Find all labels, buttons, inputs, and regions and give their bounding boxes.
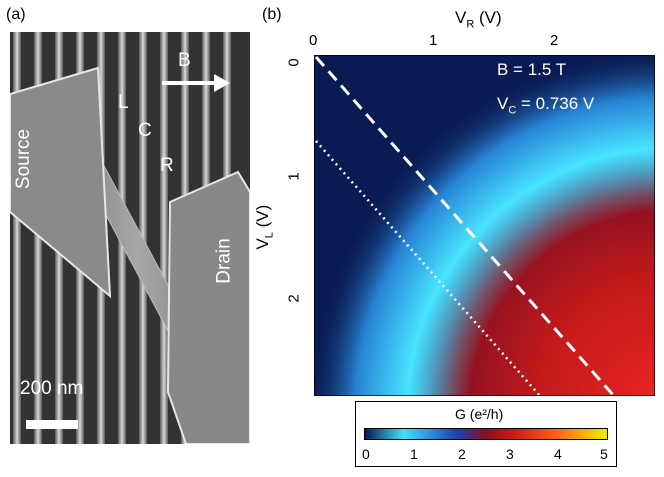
colorbar <box>364 428 608 440</box>
colorbar-title: G (e²/h) <box>455 406 504 422</box>
source-contact <box>10 66 112 299</box>
heatmap-plot <box>314 55 655 396</box>
x-tick-label: 0 <box>309 32 318 49</box>
colorbar-frame <box>355 401 617 467</box>
colorbar-tick-label: 1 <box>410 446 418 462</box>
left-gate-label: L <box>118 92 129 113</box>
dotted-guide-line <box>315 140 541 396</box>
sem-image <box>10 32 250 444</box>
y-tick-label: 1 <box>285 172 303 181</box>
y-tick-label: 2 <box>285 294 303 303</box>
heatmap <box>314 55 655 396</box>
drain-label: Drain <box>213 238 235 284</box>
x-axis-title: VR (V) <box>455 8 502 31</box>
field-value-annotation: B = 1.5 T <box>497 60 567 79</box>
scale-bar <box>26 420 78 429</box>
panel-a-label: (a) <box>6 6 26 23</box>
y-axis-title: VL (V) <box>253 204 276 250</box>
x-tick-label: 2 <box>550 32 559 49</box>
colorbar-tick-label: 2 <box>458 446 466 462</box>
source-label: Source <box>13 128 35 190</box>
drain-contact <box>166 170 250 444</box>
scale-bar-label: 200 nm <box>20 378 84 399</box>
field-arrow <box>162 74 230 92</box>
sem-micrograph <box>10 32 250 444</box>
y-tick-label: 0 <box>285 58 303 67</box>
vc-annotation: VC = 0.736 V <box>497 94 595 117</box>
colorbar-tick-label: 0 <box>362 446 370 462</box>
right-gate-label: R <box>160 155 174 176</box>
center-gate-label: C <box>138 120 152 141</box>
field-label: B <box>178 50 191 71</box>
panel-b-label: (b) <box>262 6 282 23</box>
colorbar-tick-label: 4 <box>554 446 562 462</box>
colorbar-tick-label: 5 <box>600 446 608 462</box>
x-tick-label: 1 <box>429 32 438 49</box>
colorbar-tick-label: 3 <box>506 446 514 462</box>
